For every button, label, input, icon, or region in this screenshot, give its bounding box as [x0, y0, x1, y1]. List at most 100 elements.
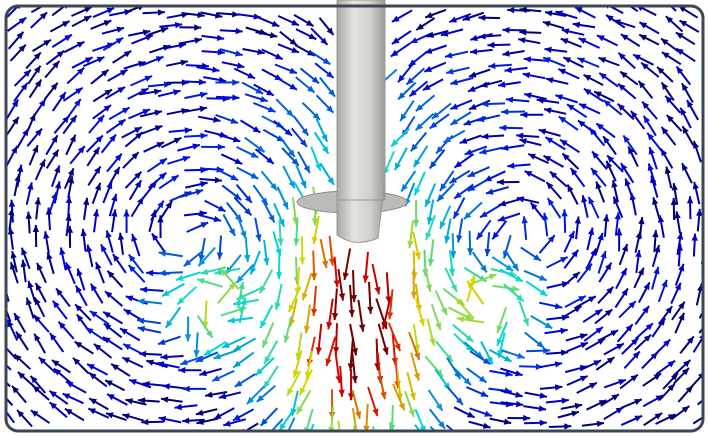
- arrow-head: [33, 65, 41, 74]
- arrow-head: [443, 136, 452, 143]
- arrow-head: [234, 158, 243, 164]
- arrow-head: [288, 180, 295, 189]
- arrow-head: [546, 182, 554, 190]
- arrow-head: [303, 325, 311, 334]
- arrow-head: [27, 182, 34, 190]
- arrow-head: [499, 124, 507, 131]
- arrow-head: [450, 284, 457, 292]
- arrow-head: [425, 12, 433, 19]
- arrow-head: [637, 267, 644, 276]
- arrow-head: [467, 280, 474, 289]
- arrow-head: [413, 352, 420, 360]
- arrow-head: [502, 50, 510, 57]
- arrow-head: [583, 74, 592, 81]
- arrow-head: [577, 57, 586, 64]
- arrow-head: [670, 373, 678, 381]
- arrow-head: [233, 360, 241, 368]
- arrow-head: [283, 335, 290, 343]
- arrow-head: [658, 318, 666, 326]
- arrow-head: [25, 297, 32, 306]
- arrow-head: [300, 139, 307, 147]
- arrow-head: [484, 248, 491, 257]
- arrow-head: [140, 286, 148, 293]
- arrow-head: [89, 398, 97, 405]
- arrow-head: [501, 108, 509, 115]
- arrow-head: [311, 76, 320, 84]
- arrow-head: [275, 53, 283, 60]
- arrow-head: [155, 56, 164, 63]
- arrow-head: [260, 96, 268, 103]
- arrow-head: [116, 26, 125, 33]
- arrow-head: [653, 266, 660, 275]
- arrow-head: [95, 135, 103, 143]
- arrow-head: [259, 285, 266, 294]
- arrow-head: [146, 269, 154, 277]
- arrow-head: [51, 192, 58, 200]
- arrow-head: [440, 30, 449, 37]
- arrow-head: [85, 244, 93, 253]
- arrow-head: [555, 94, 564, 101]
- arrow-head: [539, 419, 547, 426]
- arrow-head: [429, 121, 438, 129]
- arrow-head: [367, 306, 374, 314]
- arrow-head: [603, 136, 610, 144]
- arrow-head: [642, 101, 650, 109]
- arrow-shaft: [414, 424, 432, 430]
- arrow-head: [113, 167, 120, 175]
- arrow-head: [661, 82, 669, 90]
- arrow-head: [478, 33, 486, 40]
- arrow-head: [10, 251, 17, 259]
- arrow-head: [547, 198, 555, 206]
- arrow-head: [112, 254, 120, 262]
- arrow-head: [293, 238, 300, 246]
- arrow-head: [263, 257, 270, 266]
- arrow-head: [35, 128, 42, 137]
- arrow-head: [218, 393, 227, 400]
- arrow-head: [278, 218, 285, 227]
- arrow-head: [487, 41, 495, 49]
- arrow-head: [120, 328, 128, 335]
- arrow-head: [94, 166, 101, 174]
- arrow-head: [591, 168, 599, 176]
- arrow-head: [88, 408, 96, 415]
- arrow-head: [431, 111, 440, 119]
- arrow-head: [250, 172, 259, 179]
- arrow-head: [200, 222, 209, 229]
- arrow-head: [196, 418, 204, 425]
- arrow-head: [206, 330, 213, 338]
- arrow-head: [681, 83, 689, 91]
- arrow-head: [545, 137, 553, 144]
- arrow-head: [454, 160, 463, 168]
- arrow-head: [199, 105, 207, 113]
- arrow-head: [544, 107, 552, 114]
- arrow-head: [679, 20, 688, 27]
- arrow-head: [544, 46, 552, 53]
- arrow-head: [572, 21, 581, 29]
- arrow-head: [521, 216, 528, 224]
- arrow-head: [23, 69, 31, 77]
- arrow-head: [476, 232, 484, 240]
- arrow-head: [678, 263, 685, 272]
- arrow-head: [678, 301, 685, 310]
- arrow-head: [328, 258, 336, 266]
- arrow-head: [138, 60, 146, 68]
- arrow-head: [325, 358, 332, 366]
- arrow-head: [610, 330, 619, 337]
- arrow-head: [579, 375, 588, 382]
- arrow-head: [286, 109, 294, 117]
- arrow-head: [641, 62, 649, 70]
- arrow-head: [137, 325, 146, 333]
- arrow-head: [558, 116, 567, 124]
- arrow-head: [599, 72, 607, 80]
- arrow-head: [123, 50, 132, 58]
- arrow-head: [137, 298, 145, 305]
- arrow-head: [12, 116, 19, 125]
- arrow-head: [158, 172, 167, 180]
- arrow-head: [465, 344, 473, 352]
- arrow-head: [623, 135, 630, 143]
- arrow-head: [459, 137, 468, 144]
- arrow-head: [625, 324, 633, 332]
- arrow-head: [50, 82, 58, 91]
- arrow-head: [11, 146, 18, 154]
- arrow-head: [657, 215, 665, 223]
